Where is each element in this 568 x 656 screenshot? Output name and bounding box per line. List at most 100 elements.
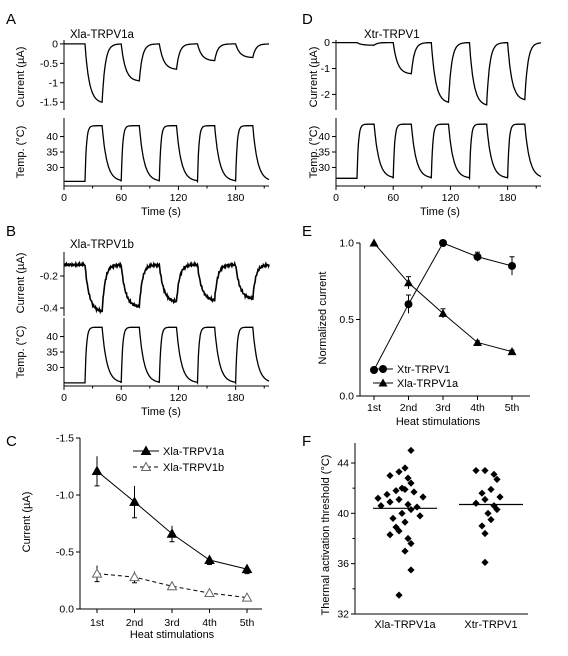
panel-E-series-line-1 (373, 242, 513, 371)
panel-B-temperature-trace (64, 326, 270, 386)
panel-C-ytick-label: -0.5 (56, 547, 74, 559)
panel-C-point-open-triangle (91, 568, 103, 578)
panel-C-xtick-label: 2nd (126, 617, 144, 629)
panel-A-current-ytick-label: -1 (49, 77, 58, 89)
panel-C-series-line-2 (96, 573, 248, 599)
panel-A-temp-ytick-label: 40 (46, 131, 58, 143)
panel-E-legend-label: Xtr-TRPV1 (397, 364, 450, 376)
panel-F-point-diamond (392, 487, 400, 495)
panel-C-xtick-label: 3rd (164, 617, 179, 629)
panel-E-ylabel: Normalized current (317, 272, 329, 365)
panel-F-point-diamond (407, 566, 415, 574)
panel-A-current-ytick-label: -0.5 (40, 58, 58, 70)
panel-C-point-filled-triangle (91, 465, 103, 476)
panel-B: B Xla-TRPV1b Current (µA) Temp. (°C) Tim… (6, 223, 270, 418)
panel-F-xtick-label: Xla-TRPV1a (374, 619, 436, 631)
panel-F-point-diamond (490, 470, 498, 478)
panel-F: F Thermal activation threshold (°C) 32 36… (302, 433, 528, 631)
panel-B-current-ytick-label: -0.2 (40, 271, 58, 283)
panel-A-temp-ylabel: Temp. (°C) (15, 126, 27, 179)
panel-E-xtick-label: 4th (470, 402, 485, 414)
panel-F-ylabel: Thermal activation threshold (°C) (320, 455, 332, 616)
panel-B-xtick-label: 0 (61, 392, 67, 404)
panel-A-title: Xla-TRPV1a (70, 29, 135, 41)
panel-E-point-triangle (369, 238, 379, 247)
panel-F-point-diamond (401, 485, 409, 494)
panel-A: A Xla-TRPV1a Current (µA) Temp. (°C) Tim… (6, 11, 270, 218)
panel-E-legend-circle (379, 365, 387, 373)
panel-E-xlabel: Heat stimulations (396, 416, 481, 428)
panel-F-point-diamond (395, 468, 403, 476)
panel-C-legend-label: Xla-TRPV1a (163, 446, 225, 458)
panel-F-ytick-label: 32 (337, 609, 349, 621)
panel-F-point-diamond (472, 466, 480, 475)
panel-F-ytick-label: 36 (337, 558, 349, 570)
panel-F-point-diamond (404, 534, 412, 543)
panel-C-legend-triangle (140, 461, 152, 471)
panel-B-temp-ytick-label: 35 (46, 347, 58, 359)
panel-C-point-open-triangle (241, 592, 253, 602)
panel-F-point-diamond (493, 505, 501, 514)
panel-E-point-triangle (438, 308, 448, 317)
panel-letter-E: E (302, 223, 312, 240)
panel-F-point-diamond (383, 490, 391, 499)
panel-F-point-diamond (395, 495, 403, 504)
panel-F-point-diamond (481, 466, 489, 475)
panel-E-point-circle (473, 252, 482, 261)
panel-B-xtick-label: 120 (170, 392, 188, 404)
panel-E-series-line-2 (373, 242, 513, 353)
panel-B-current-ylabel: Current (µA) (15, 253, 27, 314)
panel-A-xtick-label: 120 (170, 192, 188, 204)
panel-F-point-diamond (401, 518, 409, 526)
panel-F-point-diamond (493, 475, 501, 483)
panel-F-point-diamond (487, 516, 495, 524)
panel-F-point-diamond (377, 502, 385, 510)
panel-E-point-circle (404, 300, 413, 309)
panel-F-xtick-label: Xtr-TRPV1 (464, 619, 517, 631)
panel-A-current-ytick-label: -1.5 (40, 97, 58, 109)
panel-C-point-open-triangle (129, 571, 140, 582)
panel-F-point-diamond (481, 495, 489, 504)
panel-C-ytick-label: -1.0 (56, 490, 74, 502)
panel-letter-F: F (302, 433, 311, 450)
panel-D-xtick-label: 180 (499, 192, 517, 204)
panel-F-ytick-label: 40 (337, 508, 349, 520)
panel-D-current-trace (336, 41, 541, 106)
panel-A-xtick-label: 60 (115, 192, 127, 204)
panel-B-title: Xla-TRPV1b (70, 239, 134, 251)
panel-B-temp-ytick-label: 40 (46, 331, 58, 343)
panel-E-ytick-label: 0.5 (339, 314, 354, 326)
panel-D-xtick-label: 60 (387, 192, 399, 204)
panel-F-point-diamond (401, 464, 409, 472)
panel-A-temp-ytick-label: 35 (46, 147, 58, 159)
panel-C: C Current (µA) Heat stimulations -1.5 -1.… (6, 433, 262, 641)
panel-E-xtick-label: 2nd (400, 402, 418, 414)
panel-A-xtick-label: 180 (227, 192, 245, 204)
panel-C-point-filled-triangle (166, 528, 178, 538)
panel-F-point-diamond (389, 514, 397, 522)
panel-F-point-diamond (481, 529, 489, 538)
panel-B-current-trace (63, 260, 270, 315)
panel-E-point-circle (370, 365, 378, 374)
panel-F-point-diamond (386, 531, 394, 539)
panel-C-point-open-triangle (166, 580, 178, 591)
panel-E-ytick-label: 1.0 (339, 238, 354, 250)
panel-F-point-diamond (404, 474, 412, 482)
panel-D-current-ytick-label: -2 (321, 89, 330, 101)
panel-D-temp-ytick-label: 35 (318, 147, 330, 159)
panel-D-temp-ylabel: Temp. (°C) (308, 126, 320, 179)
panel-F-point-diamond (478, 522, 486, 530)
panel-F-point-diamond (484, 509, 492, 517)
panel-F-point-diamond (481, 558, 489, 567)
panel-B-xtick-label: 180 (227, 392, 245, 404)
panel-D-current-ytick-label: -1 (321, 63, 330, 75)
panel-C-ylabel: Current (µA) (21, 492, 33, 553)
panel-C-point-filled-triangle (129, 496, 140, 506)
panel-F-point-diamond (404, 500, 412, 509)
panel-F-point-diamond (386, 498, 394, 506)
panel-letter-D: D (302, 11, 313, 28)
panel-E-legend-triangle (378, 378, 388, 387)
panel-D-current-ylabel: Current (µA) (308, 47, 320, 108)
panel-A-temp-ytick-label: 30 (46, 162, 58, 174)
panel-letter-B: B (6, 223, 16, 240)
